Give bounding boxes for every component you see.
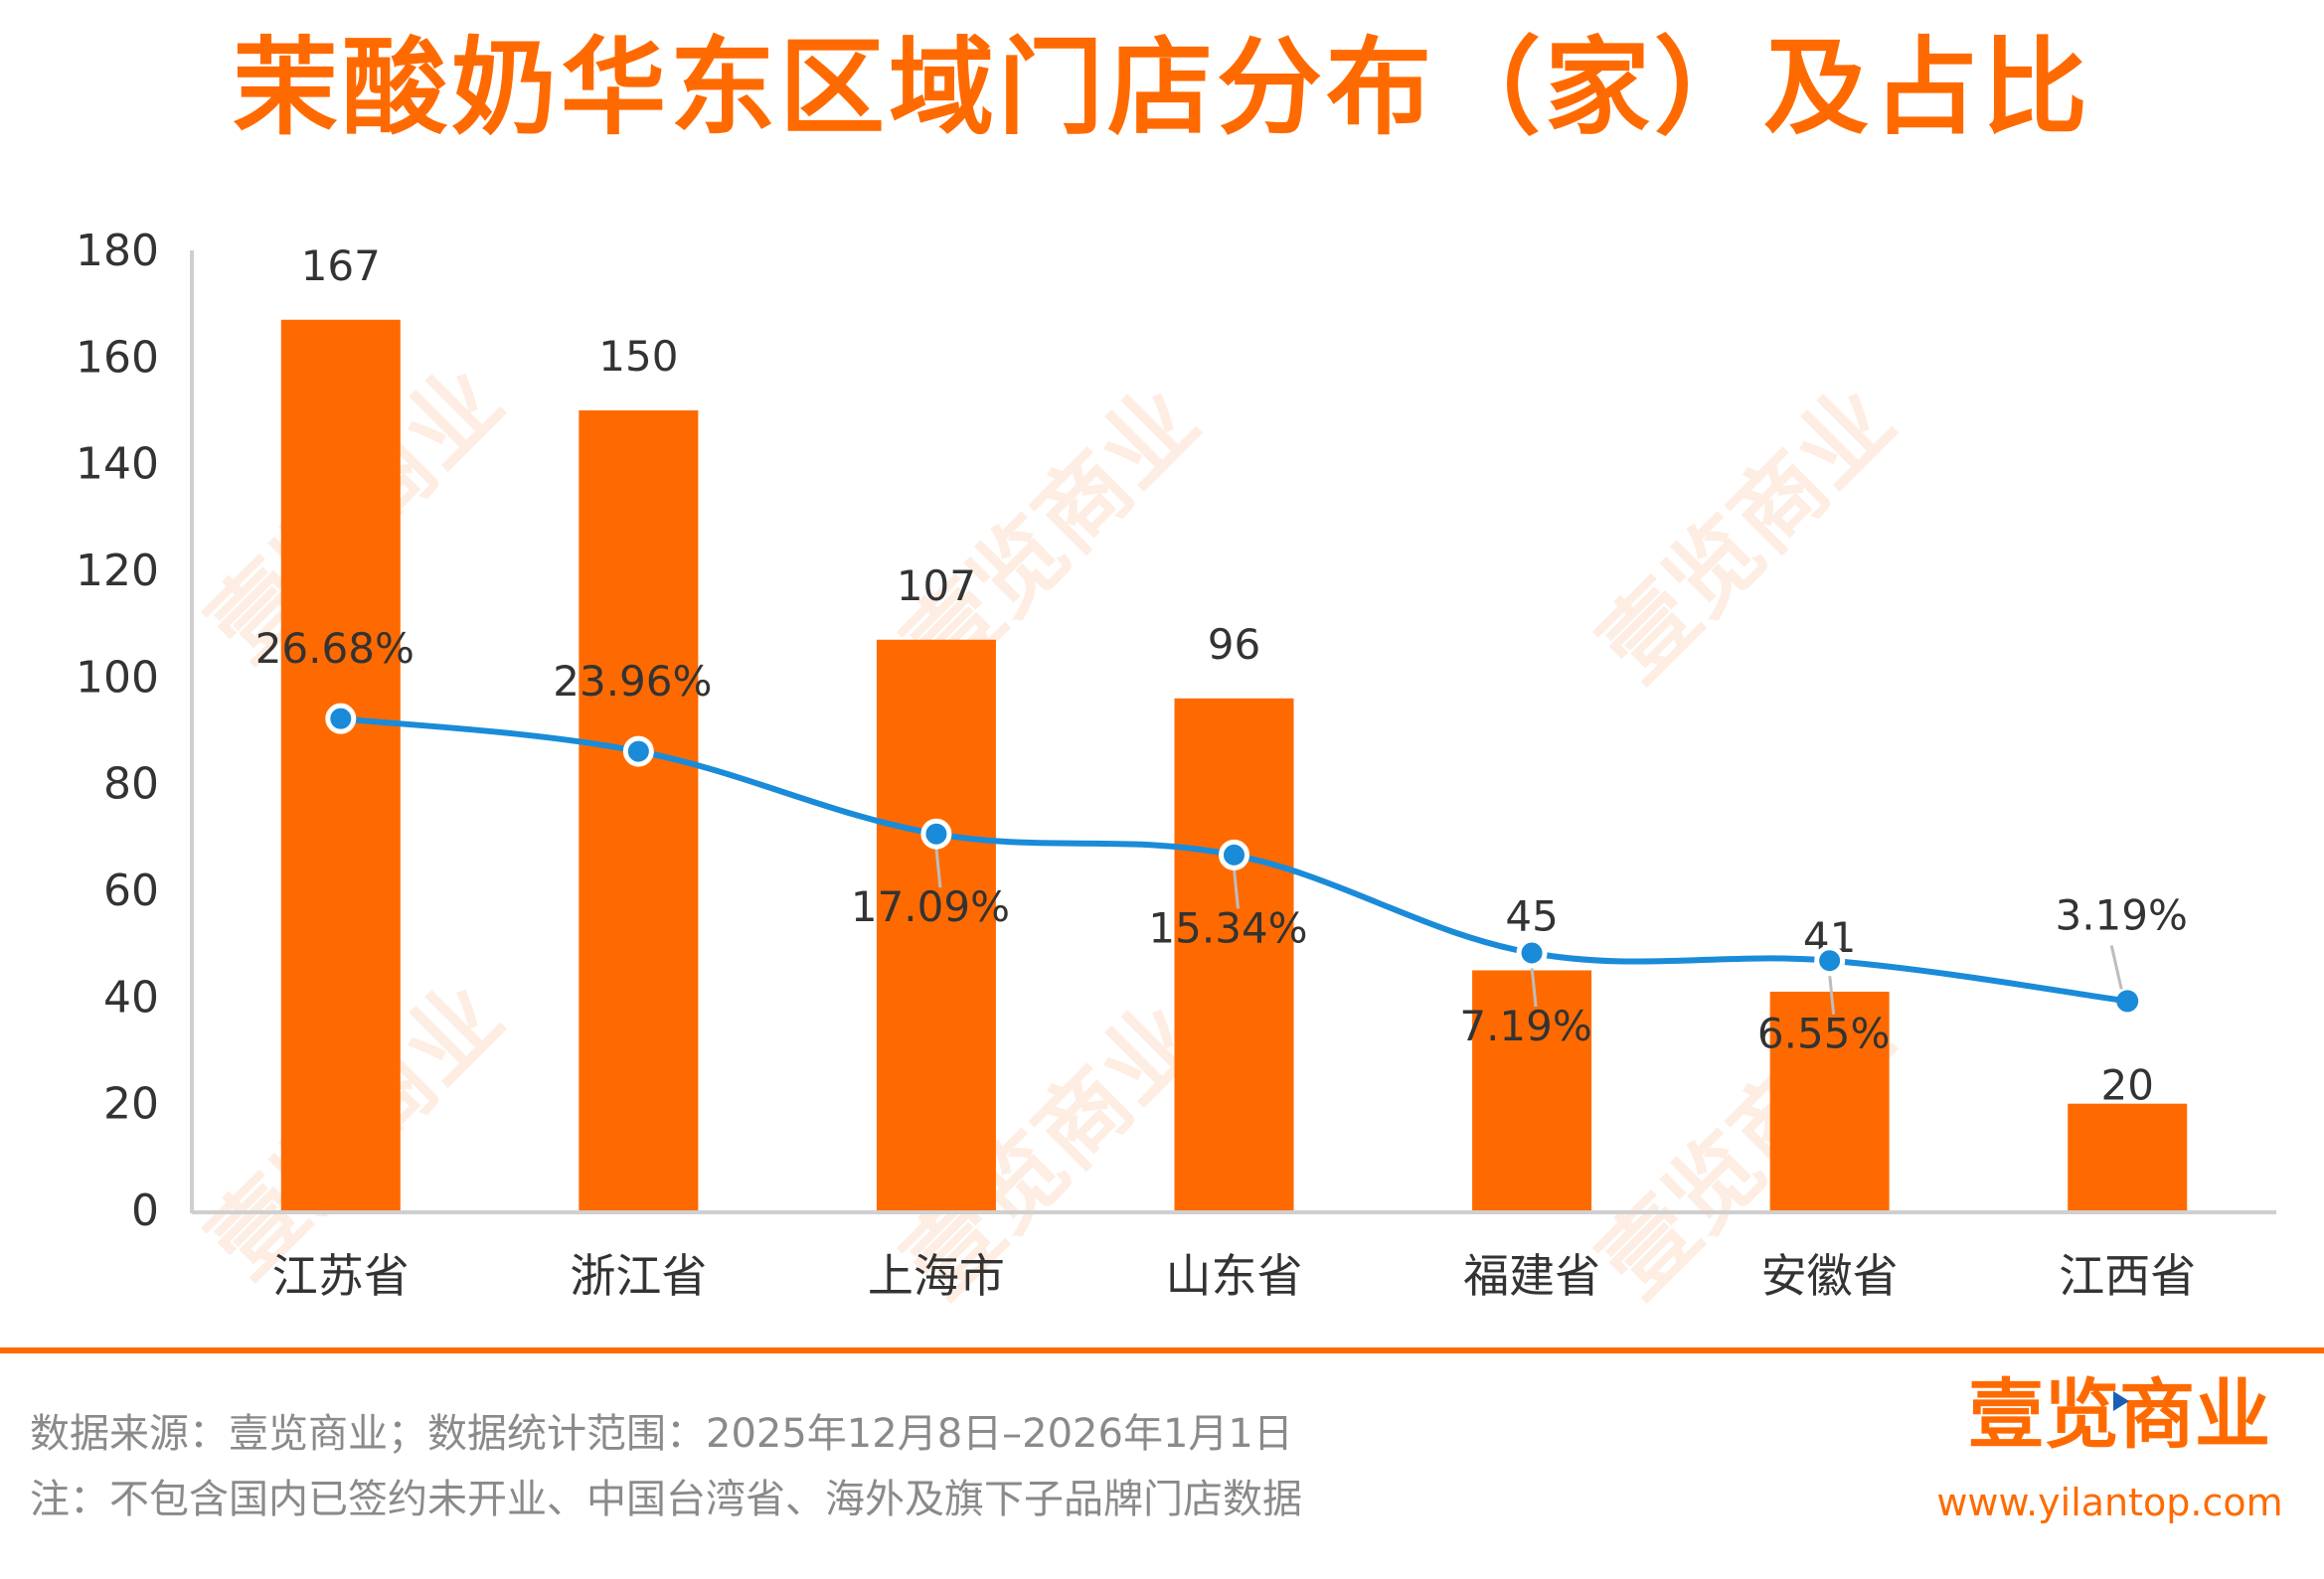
x-category-label-4: 福建省 [1463, 1249, 1600, 1303]
share-labels: 26.68% 23.96% 17.09% 15.34% 7.19% 6.55% 3.19% [255, 624, 2188, 1058]
y-ticks: 0 20 40 60 80 100 120 140 160 180 [76, 226, 159, 1236]
y-tick-label-7: 140 [76, 439, 159, 490]
share-label-6: 3.19% [2055, 890, 2187, 939]
axes [190, 250, 2276, 1214]
leader-line-2 [934, 848, 942, 888]
y-tick-label-8: 160 [76, 332, 159, 383]
share-points [325, 703, 2139, 1013]
x-category-label-1: 浙江省 [570, 1249, 707, 1303]
footer-divider [0, 1347, 2324, 1353]
bar-0 [280, 319, 401, 1210]
share-label-5: 6.55% [1757, 1010, 1890, 1058]
y-tick-label-4: 80 [103, 759, 159, 810]
watermark-text-2: 壹览商业 [1580, 368, 1914, 702]
share-point-1 [622, 735, 654, 767]
y-tick-label-5: 100 [76, 652, 159, 703]
x-category-label-6: 江西省 [2059, 1249, 2196, 1303]
bar-1 [579, 410, 699, 1210]
share-point-0 [325, 703, 357, 734]
bar-line-chart: 壹览商业壹览商业壹览商业壹览商业壹览商业壹览商业 0 20 40 60 80 100 120… [76, 226, 2276, 1318]
bar-value-label-0: 167 [301, 241, 381, 290]
share-label-1: 23.96% [553, 657, 712, 706]
x-category-label-5: 安徽省 [1761, 1249, 1899, 1303]
share-point-2 [920, 818, 952, 850]
leader-line-6 [2109, 945, 2123, 990]
x-category-label-2: 上海市 [868, 1249, 1005, 1303]
y-tick-label-0: 0 [131, 1185, 159, 1236]
bar-4 [1472, 970, 1592, 1210]
footer-note: 注：不包含国内已签约未开业、中国台湾省、海外及旗下子品牌门店数据 [30, 1477, 1302, 1522]
share-label-2: 17.09% [851, 882, 1010, 931]
share-label-3: 15.34% [1148, 903, 1307, 952]
share-label-4: 7.19% [1459, 1002, 1591, 1050]
footer-source: 数据来源：壹览商业；数据统计范围：2025年12月8日–2026年1月1日 [30, 1411, 1293, 1457]
logo-play-icon [2113, 1391, 2129, 1411]
bar-value-label-1: 150 [598, 332, 678, 381]
watermarks: 壹览商业壹览商业壹览商业壹览商业壹览商业壹览商业 [189, 348, 1914, 1318]
bar-2 [876, 639, 996, 1210]
leader-lines [934, 848, 2123, 1015]
leader-line-4 [1530, 966, 1538, 1008]
chart-title: 茉酸奶华东区域门店分布（家）及占比 [233, 27, 2091, 149]
y-tick-label-6: 120 [76, 546, 159, 596]
x-category-label-3: 山东省 [1166, 1249, 1303, 1303]
share-label-0: 26.68% [255, 624, 415, 673]
y-tick-label-1: 20 [103, 1079, 159, 1130]
brand-url: www.yilantop.com [1936, 1481, 2283, 1524]
leader-line-3 [1233, 868, 1240, 909]
brand-logo: 壹览商业 [1968, 1370, 2270, 1459]
leader-line-5 [1828, 974, 1836, 1015]
y-tick-label-2: 40 [103, 972, 159, 1023]
bar-3 [1174, 698, 1294, 1210]
y-tick-label-9: 180 [76, 226, 159, 276]
bar-value-label-3: 96 [1208, 620, 1260, 669]
bar-value-label-6: 20 [2100, 1061, 2153, 1110]
share-point-5 [1814, 945, 1846, 977]
bar-6 [2068, 1103, 2188, 1210]
y-tick-label-3: 60 [103, 866, 159, 916]
share-point-4 [1516, 937, 1548, 969]
bar-5 [1769, 991, 1890, 1210]
share-point-3 [1219, 839, 1249, 870]
bar-value-label-2: 107 [897, 561, 976, 610]
x-category-label-0: 江苏省 [272, 1249, 410, 1303]
x-categories: 江苏省 浙江省 上海市 山东省 福建省 安徽省 江西省 [272, 1249, 2196, 1303]
share-point-6 [2116, 990, 2139, 1013]
bars [280, 319, 2188, 1210]
bar-value-label-4: 45 [1505, 892, 1558, 941]
